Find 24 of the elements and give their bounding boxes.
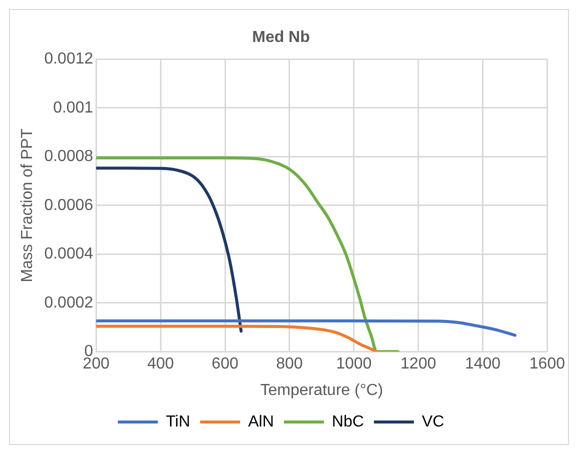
x-tick-label: 1600 — [529, 356, 566, 373]
y-tick-label: 0.0004 — [44, 246, 94, 263]
y-tick-label: 0.001 — [53, 99, 94, 116]
line-series — [96, 156, 400, 352]
line-series — [96, 166, 243, 333]
legend-label: AlN — [248, 413, 274, 430]
legend-label: VC — [422, 413, 444, 430]
line-series — [96, 319, 516, 337]
x-tick-label: 400 — [147, 356, 174, 373]
line-series — [96, 324, 378, 352]
x-tick-label: 600 — [212, 356, 238, 373]
x-tick-label: 1200 — [400, 356, 436, 373]
chart-title: Med Nb — [252, 29, 310, 46]
x-tick-label: 1400 — [464, 356, 501, 373]
y-tick-label: 0.0006 — [44, 196, 94, 214]
y-axis-title: Mass Fraction of PPT — [19, 128, 36, 282]
legend-label: NbC — [332, 413, 364, 430]
y-tick-label: 0.0012 — [44, 50, 94, 68]
x-axis-title: Temperature (°C) — [260, 382, 384, 399]
legend-label: TiN — [166, 413, 190, 430]
x-tick-label: 800 — [276, 356, 303, 373]
y-tick-label: 0.0008 — [44, 148, 94, 166]
y-tick-label: 0.0002 — [44, 294, 94, 312]
x-tick-label: 1000 — [336, 356, 372, 373]
